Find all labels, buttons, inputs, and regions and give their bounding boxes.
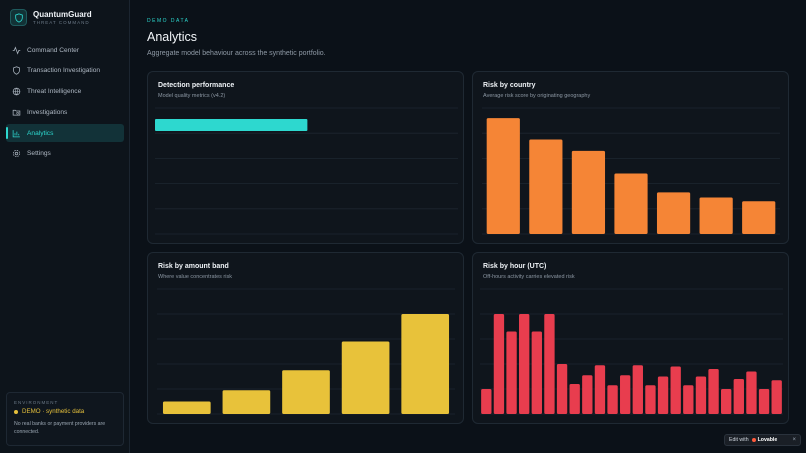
shield-icon xyxy=(12,66,21,75)
risk-by-country-card: Risk by country Average risk score by or… xyxy=(472,71,789,244)
folder-search-icon xyxy=(12,108,21,117)
sidebar-item-label: Command Center xyxy=(27,46,80,54)
brand-subtitle: THREAT COMMAND xyxy=(33,19,90,25)
brand[interactable]: QuantumGuard THREAT COMMAND xyxy=(10,9,92,26)
card-subtitle: Average risk score by originating geogra… xyxy=(483,93,591,99)
bar xyxy=(614,173,648,234)
environment-title: DEMO · synthetic data xyxy=(22,408,85,415)
bar xyxy=(556,364,568,414)
grid xyxy=(480,288,783,415)
risk-by-amount-card: Risk by amount band Where value concentr… xyxy=(147,252,464,424)
bar xyxy=(645,385,656,414)
bar xyxy=(607,385,618,414)
grid xyxy=(155,107,458,235)
sidebar: QuantumGuard THREAT COMMAND Command Cent… xyxy=(0,0,130,453)
sidebar-item-threat-intelligence[interactable]: Threat Intelligence xyxy=(6,83,124,101)
bar xyxy=(155,119,308,131)
bar xyxy=(481,389,492,414)
bar xyxy=(222,390,271,414)
bar xyxy=(657,376,669,414)
bar xyxy=(733,379,744,414)
sidebar-nav: Command Center Transaction Investigation… xyxy=(6,41,124,166)
shield-logo-icon xyxy=(10,9,27,26)
sidebar-item-label: Threat Intelligence xyxy=(27,88,82,96)
bar xyxy=(695,376,707,414)
bar xyxy=(632,365,643,414)
card-subtitle: Where value concentrates risk xyxy=(158,274,232,280)
sidebar-item-transaction-investigation[interactable]: Transaction Investigation xyxy=(6,62,124,80)
risk-by-country-chart xyxy=(482,107,780,235)
bar xyxy=(544,314,555,414)
bar xyxy=(282,370,330,414)
activity-icon xyxy=(12,45,21,55)
sidebar-item-analytics[interactable]: Analytics xyxy=(6,124,124,143)
risk-by-hour-card: Risk by hour (UTC) Off-hours activity ca… xyxy=(472,252,789,424)
bar xyxy=(531,331,542,414)
sidebar-item-label: Settings xyxy=(27,150,51,158)
page-kicker: DEMO DATA xyxy=(147,18,190,24)
sidebar-item-label: Analytics xyxy=(27,129,54,137)
edit-with-lovable-badge[interactable]: Edit with Lovable × xyxy=(724,434,801,446)
detection-performance-chart xyxy=(155,107,458,235)
lovable-logo: Lovable xyxy=(751,437,778,443)
bar xyxy=(699,197,733,234)
sidebar-item-investigations[interactable]: Investigations xyxy=(6,103,124,121)
page-title: Analytics xyxy=(147,30,198,44)
heart-icon xyxy=(751,438,756,442)
card-subtitle: Model quality metrics (v4.2) xyxy=(158,93,226,99)
bar xyxy=(162,401,211,414)
bar xyxy=(493,314,505,414)
environment-description: No real banks or payment providers are c… xyxy=(14,421,106,435)
bar xyxy=(656,192,691,234)
detection-performance-card: Detection performance Model quality metr… xyxy=(147,71,464,244)
card-title: Detection performance xyxy=(158,82,235,89)
close-icon[interactable]: × xyxy=(792,437,796,443)
bar xyxy=(594,365,606,414)
sidebar-item-label: Transaction Investigation xyxy=(27,67,101,75)
bar xyxy=(519,314,530,414)
bar xyxy=(721,389,732,414)
bar xyxy=(742,201,776,234)
bar xyxy=(529,139,563,234)
bar xyxy=(341,341,390,414)
status-dot-icon xyxy=(14,409,18,414)
bar xyxy=(569,384,580,414)
environment-label: ENVIRONMENT xyxy=(14,400,59,405)
globe-icon xyxy=(12,87,21,96)
gear-icon xyxy=(12,149,21,158)
card-subtitle: Off-hours activity carries elevated risk xyxy=(483,274,575,280)
bar xyxy=(401,314,450,414)
environment-panel: ENVIRONMENT DEMO · synthetic data No rea… xyxy=(6,392,124,446)
bar xyxy=(571,150,606,234)
sidebar-item-label: Investigations xyxy=(27,108,68,116)
risk-by-hour-chart xyxy=(480,288,783,415)
risk-by-amount-chart xyxy=(157,288,455,415)
bar xyxy=(683,385,694,414)
sidebar-item-command-center[interactable]: Command Center xyxy=(6,41,124,59)
bar xyxy=(582,375,593,414)
bar xyxy=(506,331,517,414)
sidebar-item-settings[interactable]: Settings xyxy=(6,145,124,163)
bar xyxy=(771,380,782,414)
bar-chart-icon xyxy=(12,129,21,138)
bar xyxy=(620,375,631,414)
card-title: Risk by amount band xyxy=(158,263,229,270)
badge-label: Edit with xyxy=(729,437,749,443)
bar xyxy=(486,118,520,234)
card-title: Risk by hour (UTC) xyxy=(483,263,547,270)
bar xyxy=(708,369,719,414)
brand-name: QuantumGuard xyxy=(33,9,92,19)
badge-brand: Lovable xyxy=(757,437,778,443)
bar xyxy=(758,389,770,414)
page-subtitle: Aggregate model behaviour across the syn… xyxy=(147,50,326,57)
bar xyxy=(746,371,757,414)
bar xyxy=(670,366,681,414)
card-title: Risk by country xyxy=(483,82,536,89)
environment-status: DEMO · synthetic data xyxy=(14,408,116,415)
